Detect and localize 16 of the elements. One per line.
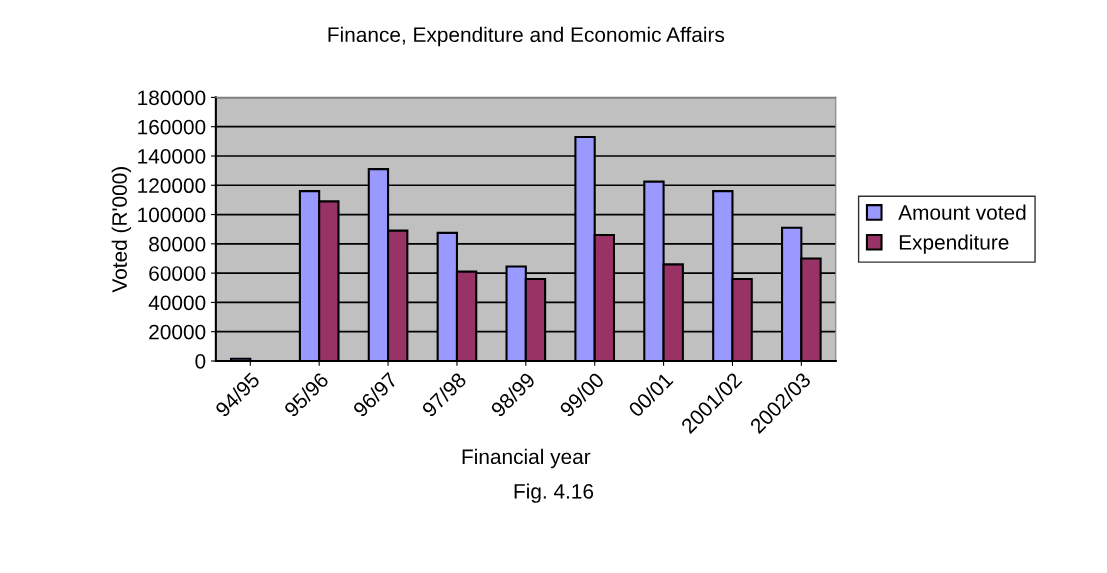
legend-label: Expenditure (899, 234, 1009, 254)
y-axis-title: Voted (R'000) (111, 167, 132, 293)
y-tick-label: 140000 (138, 148, 206, 164)
chart-title: Finance, Expenditure and Economic Affairs (328, 26, 725, 47)
y-tick-label: 0 (195, 353, 206, 369)
y-tick-label: 100000 (138, 207, 206, 223)
legend-label: Amount voted (898, 204, 1026, 220)
x-axis-title: Financial year (462, 448, 591, 469)
y-tick-label: 160000 (138, 119, 206, 135)
y-tick-label: 80000 (149, 236, 206, 252)
y-tick-label: 20000 (149, 324, 206, 340)
y-tick-label: 60000 (149, 266, 206, 281)
caption: Fig. 4.16 (514, 483, 594, 503)
y-tick-label: 120000 (138, 178, 206, 194)
y-tick-label: 180000 (138, 90, 206, 106)
y-tick-label: 40000 (148, 295, 206, 311)
